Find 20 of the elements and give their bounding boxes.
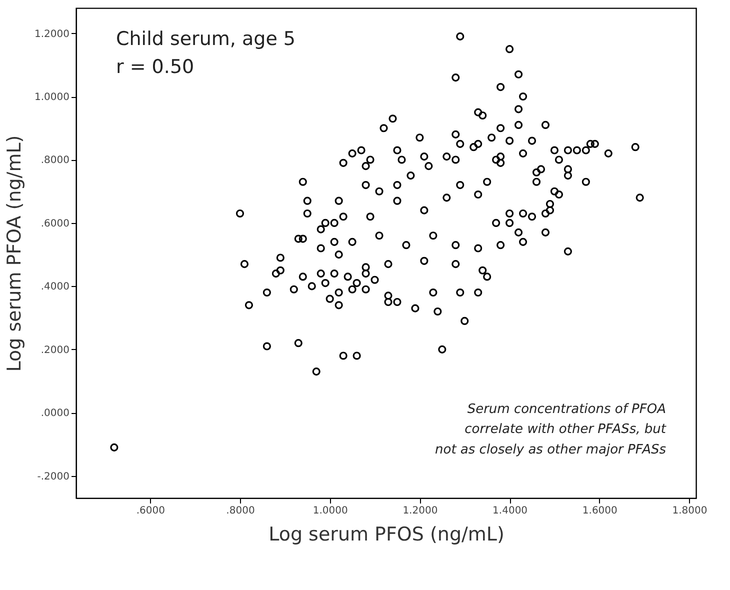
y-tick-label: .2000 xyxy=(40,344,70,356)
x-tick-label: 1.4000 xyxy=(492,506,528,516)
x-tick-label: 1.0000 xyxy=(312,506,348,516)
annotation: Child serum, age 5 xyxy=(116,28,296,50)
y-tick-label: -.2000 xyxy=(37,471,70,482)
x-tick-label: 1.8000 xyxy=(672,506,708,516)
x-tick-label: .6000 xyxy=(136,506,165,516)
x-axis-title: Log serum PFOS (ng/mL) xyxy=(268,524,504,546)
y-tick-label: 1.0000 xyxy=(34,92,70,104)
y-tick-label: .0000 xyxy=(40,408,70,420)
y-tick-label: .4000 xyxy=(40,282,70,293)
y-tick-label: .8000 xyxy=(40,155,70,166)
x-tick-label: 1.2000 xyxy=(402,506,438,516)
annotation: r = 0.50 xyxy=(116,56,194,78)
x-tick-label: .8000 xyxy=(226,506,255,516)
y-tick-label: 1.2000 xyxy=(34,28,70,40)
y-tick-label: .6000 xyxy=(40,218,70,230)
y-axis-title: Log serum PFOA (ng/mL) xyxy=(4,135,26,372)
annotation: Serum concentrations of PFOA correlate with other PFASs, but not as closely as other major PFASs xyxy=(435,402,667,458)
x-tick-label: 1.6000 xyxy=(582,506,618,516)
